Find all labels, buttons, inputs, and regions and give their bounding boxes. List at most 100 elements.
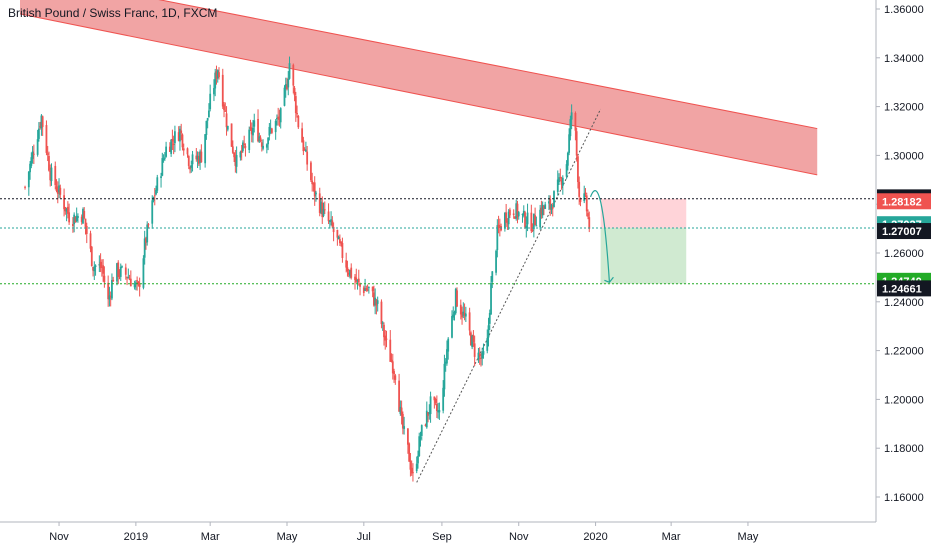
candle[interactable] (182, 143, 185, 156)
candle[interactable] (359, 282, 361, 296)
candle[interactable] (521, 213, 524, 223)
candle[interactable] (550, 203, 553, 215)
candle[interactable] (180, 123, 183, 141)
candle[interactable] (553, 190, 555, 208)
candle[interactable] (340, 240, 343, 247)
candle[interactable] (208, 103, 210, 118)
candle[interactable] (252, 119, 254, 143)
candle[interactable] (108, 286, 111, 307)
candle[interactable] (224, 102, 227, 112)
candle[interactable] (336, 229, 339, 246)
candle[interactable] (385, 330, 388, 348)
candle[interactable] (155, 185, 157, 196)
candle[interactable] (116, 262, 118, 286)
candle[interactable] (330, 211, 332, 226)
candle[interactable] (364, 278, 366, 292)
candle[interactable] (213, 79, 215, 102)
candle[interactable] (425, 401, 428, 429)
candle[interactable] (558, 173, 560, 185)
candle[interactable] (292, 63, 295, 94)
candle[interactable] (36, 129, 39, 157)
candle[interactable] (37, 122, 40, 142)
candle[interactable] (442, 380, 445, 414)
candle[interactable] (294, 91, 297, 122)
candle[interactable] (313, 176, 316, 206)
candle[interactable] (64, 206, 67, 215)
candle[interactable] (129, 270, 132, 287)
candle[interactable] (383, 322, 385, 346)
candle[interactable] (268, 122, 271, 141)
candle[interactable] (235, 146, 238, 174)
candle[interactable] (323, 201, 326, 215)
candle[interactable] (570, 104, 573, 130)
candle[interactable] (165, 141, 167, 158)
candle[interactable] (102, 259, 105, 282)
candle[interactable] (454, 287, 457, 315)
candle[interactable] (419, 431, 422, 447)
candle[interactable] (66, 201, 69, 219)
candle[interactable] (490, 276, 492, 315)
candle[interactable] (163, 152, 166, 161)
candle[interactable] (345, 252, 348, 273)
candle[interactable] (54, 161, 57, 190)
candle[interactable] (534, 207, 537, 226)
candle[interactable] (267, 137, 270, 151)
candle[interactable] (327, 203, 330, 225)
candle[interactable] (587, 209, 589, 220)
candle[interactable] (191, 150, 194, 172)
candle[interactable] (540, 200, 543, 219)
candle[interactable] (301, 122, 304, 143)
candle[interactable] (409, 452, 412, 477)
candle[interactable] (393, 368, 395, 383)
candle[interactable] (399, 400, 402, 416)
candle[interactable] (84, 218, 87, 235)
candle[interactable] (429, 391, 432, 423)
candle[interactable] (29, 161, 31, 180)
candle[interactable] (303, 147, 306, 151)
candle[interactable] (99, 253, 102, 273)
candle[interactable] (58, 178, 60, 199)
candle[interactable] (171, 129, 174, 151)
candle[interactable] (73, 212, 76, 233)
candle[interactable] (134, 280, 137, 291)
candle[interactable] (434, 397, 437, 406)
candle[interactable] (46, 145, 49, 162)
resistance-channel[interactable] (20, 0, 818, 175)
candle[interactable] (77, 213, 79, 223)
candle[interactable] (209, 84, 212, 112)
candle[interactable] (574, 111, 577, 141)
candle[interactable] (549, 195, 552, 216)
candle[interactable] (487, 317, 490, 347)
candle[interactable] (583, 185, 586, 204)
candle[interactable] (40, 114, 43, 136)
candle[interactable] (214, 68, 217, 97)
candle[interactable] (230, 123, 233, 147)
stop-loss-zone[interactable] (600, 198, 687, 228)
candle[interactable] (127, 268, 130, 279)
candle[interactable] (276, 114, 278, 126)
candle[interactable] (288, 56, 291, 80)
candle[interactable] (477, 347, 480, 363)
candle[interactable] (575, 127, 578, 162)
candle[interactable] (306, 145, 309, 171)
channel-upper-line[interactable] (20, 0, 818, 130)
candle[interactable] (337, 235, 340, 240)
candle[interactable] (278, 109, 281, 127)
candle[interactable] (279, 107, 282, 129)
candle[interactable] (585, 192, 588, 217)
candle[interactable] (578, 176, 581, 205)
candle[interactable] (505, 203, 508, 227)
candle[interactable] (119, 263, 122, 281)
candle[interactable] (381, 321, 384, 331)
candle[interactable] (242, 140, 244, 153)
candle[interactable] (401, 411, 404, 435)
candle[interactable] (151, 195, 154, 229)
candle[interactable] (398, 373, 400, 412)
candle[interactable] (332, 222, 335, 242)
candle[interactable] (418, 432, 421, 457)
candle[interactable] (128, 274, 131, 281)
candle[interactable] (357, 269, 360, 286)
candle[interactable] (569, 115, 572, 141)
candle[interactable] (270, 127, 273, 135)
candle[interactable] (65, 207, 68, 222)
